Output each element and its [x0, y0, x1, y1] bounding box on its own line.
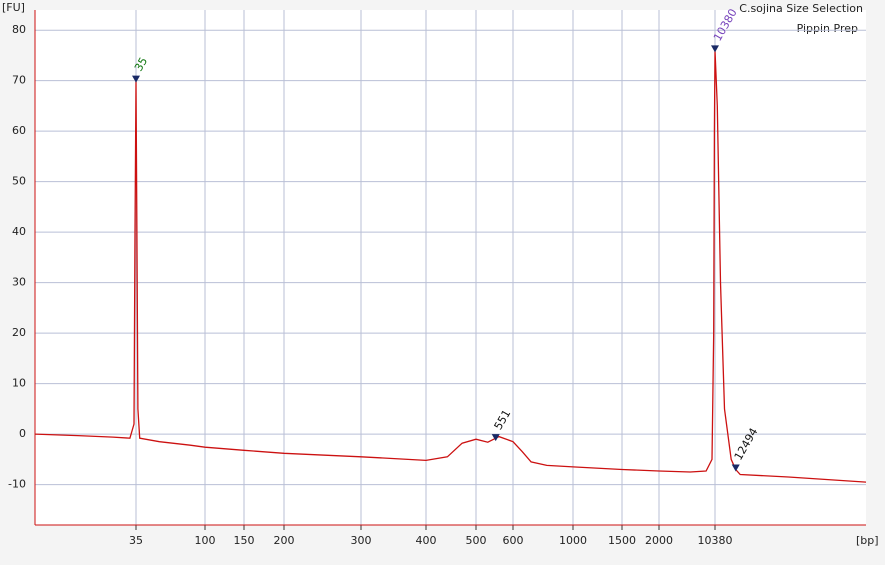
y-tick-label: 20 [12, 326, 26, 339]
x-tick-label: 600 [503, 534, 524, 547]
x-tick-label: 150 [234, 534, 255, 547]
x-tick-label: 500 [466, 534, 487, 547]
y-tick-label: 60 [12, 124, 26, 137]
peak-marker [132, 75, 140, 83]
y-tick-label: 80 [12, 23, 26, 36]
x-tick-label: 400 [416, 534, 437, 547]
y-tick-label: 0 [19, 427, 26, 440]
x-tick-label: 2000 [645, 534, 673, 547]
plot-area [35, 10, 866, 525]
y-tick-label: 10 [12, 377, 26, 390]
y-tick-label: 70 [12, 74, 26, 87]
chart-subtitle: Pippin Prep [797, 22, 858, 35]
peak-label: 35 [132, 55, 150, 74]
y-tick-label: 50 [12, 175, 26, 188]
x-tick-label: 300 [351, 534, 372, 547]
y-tick-label: -10 [8, 478, 26, 491]
x-axis-label: [bp] [856, 534, 879, 547]
x-tick-label: 100 [195, 534, 216, 547]
trace [34, 50, 867, 483]
x-tick-label: 1000 [559, 534, 587, 547]
y-tick-label: 40 [12, 225, 26, 238]
y-tick-label: 30 [12, 276, 26, 289]
x-tick-label: 1500 [608, 534, 636, 547]
x-tick-label: 35 [129, 534, 143, 547]
peak-marker [731, 464, 740, 472]
peak-marker [491, 434, 500, 442]
chart-title: C.sojina Size Selection [739, 2, 863, 15]
x-tick-label: 10380 [698, 534, 733, 547]
y-axis-label: [FU] [2, 1, 25, 14]
x-tick-label: 200 [274, 534, 295, 547]
peak-marker [711, 45, 719, 53]
